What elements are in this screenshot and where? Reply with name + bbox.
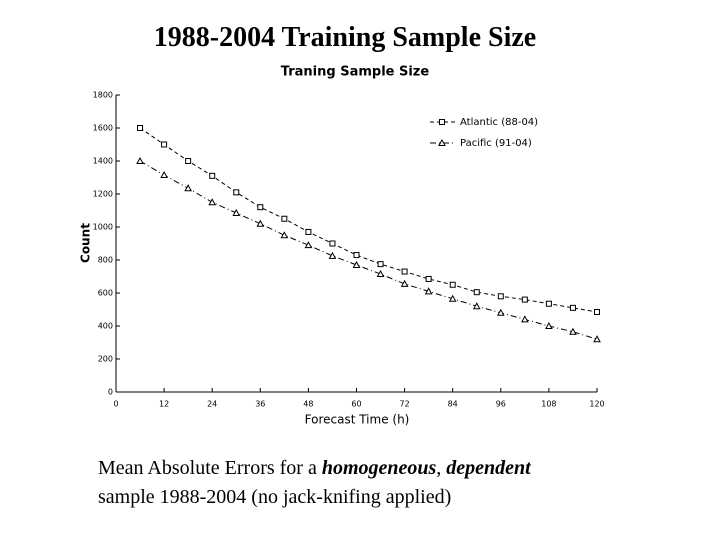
y-tick-label: 600 <box>98 289 113 298</box>
marker <box>424 287 433 295</box>
marker <box>439 119 445 125</box>
x-tick-label: 96 <box>496 400 506 409</box>
marker <box>376 269 385 278</box>
x-tick-label: 36 <box>255 400 265 409</box>
marker <box>438 138 446 146</box>
marker <box>209 172 216 179</box>
marker <box>256 219 265 227</box>
marker <box>184 184 192 192</box>
marker <box>257 204 264 211</box>
marker <box>329 240 336 247</box>
x-tick-label: 108 <box>541 400 556 409</box>
x-tick-label: 72 <box>400 400 410 409</box>
marker <box>521 296 528 303</box>
y-tick-label: 200 <box>98 355 113 364</box>
marker <box>425 275 432 282</box>
marker <box>208 198 217 206</box>
marker <box>400 279 409 287</box>
marker <box>569 327 577 335</box>
marker <box>232 208 241 216</box>
marker <box>545 321 553 329</box>
marker <box>377 261 384 268</box>
caption-segment: homogeneous <box>321 457 437 479</box>
x-tick-label: 84 <box>448 400 458 409</box>
marker <box>401 268 408 275</box>
caption-segment: Mean Absolute Errors for a <box>98 457 322 479</box>
marker <box>594 308 600 315</box>
marker <box>545 300 552 307</box>
y-axis-label: Count <box>79 223 93 263</box>
x-tick-label: 24 <box>207 400 217 409</box>
y-tick-label: 1800 <box>93 91 113 100</box>
slide-title: 1988-2004 Training Sample Size <box>153 22 537 53</box>
marker <box>304 241 313 249</box>
y-tick-label: 0 <box>108 388 113 397</box>
x-tick-label: 0 <box>113 400 118 409</box>
y-tick-label: 1000 <box>93 223 113 232</box>
marker <box>473 289 480 296</box>
marker <box>233 189 240 196</box>
legend-label: Atlantic (88-04) <box>460 117 538 128</box>
x-tick-label: 60 <box>351 400 361 409</box>
marker <box>160 170 168 179</box>
x-tick-label: 120 <box>589 400 604 409</box>
marker <box>496 308 505 316</box>
y-tick-label: 1200 <box>93 190 113 199</box>
x-axis-label: Forecast Time (h) <box>305 413 410 427</box>
chart-background <box>75 55 615 430</box>
marker <box>137 125 144 131</box>
series-line <box>139 127 598 313</box>
marker <box>328 251 337 259</box>
marker <box>161 141 168 148</box>
marker <box>593 335 601 343</box>
marker <box>448 294 457 302</box>
y-tick-label: 800 <box>98 256 113 265</box>
caption: Mean Absolute Errors for a homogeneous, … <box>98 454 531 512</box>
marker <box>305 228 312 235</box>
marker <box>352 260 361 268</box>
y-tick-label: 400 <box>98 322 113 331</box>
legend-label: Pacific (91-04) <box>460 138 532 149</box>
y-tick-label: 1600 <box>93 124 113 133</box>
x-tick-label: 48 <box>303 400 313 409</box>
marker <box>280 231 289 239</box>
marker <box>497 293 504 300</box>
marker <box>136 156 144 164</box>
caption-segment: , <box>436 457 447 479</box>
series-line <box>139 160 598 340</box>
marker <box>521 315 529 323</box>
marker <box>449 281 456 288</box>
y-tick-label: 1400 <box>93 157 113 166</box>
marker <box>281 215 288 222</box>
caption-segment: dependent <box>446 457 531 479</box>
marker <box>185 158 192 164</box>
marker <box>353 252 360 259</box>
caption-line: sample 1988-2004 (no jack-knifing applie… <box>98 486 452 508</box>
x-tick-label: 12 <box>159 400 169 409</box>
marker <box>569 304 576 311</box>
chart-title: Traning Sample Size <box>281 65 430 80</box>
marker <box>472 302 481 310</box>
